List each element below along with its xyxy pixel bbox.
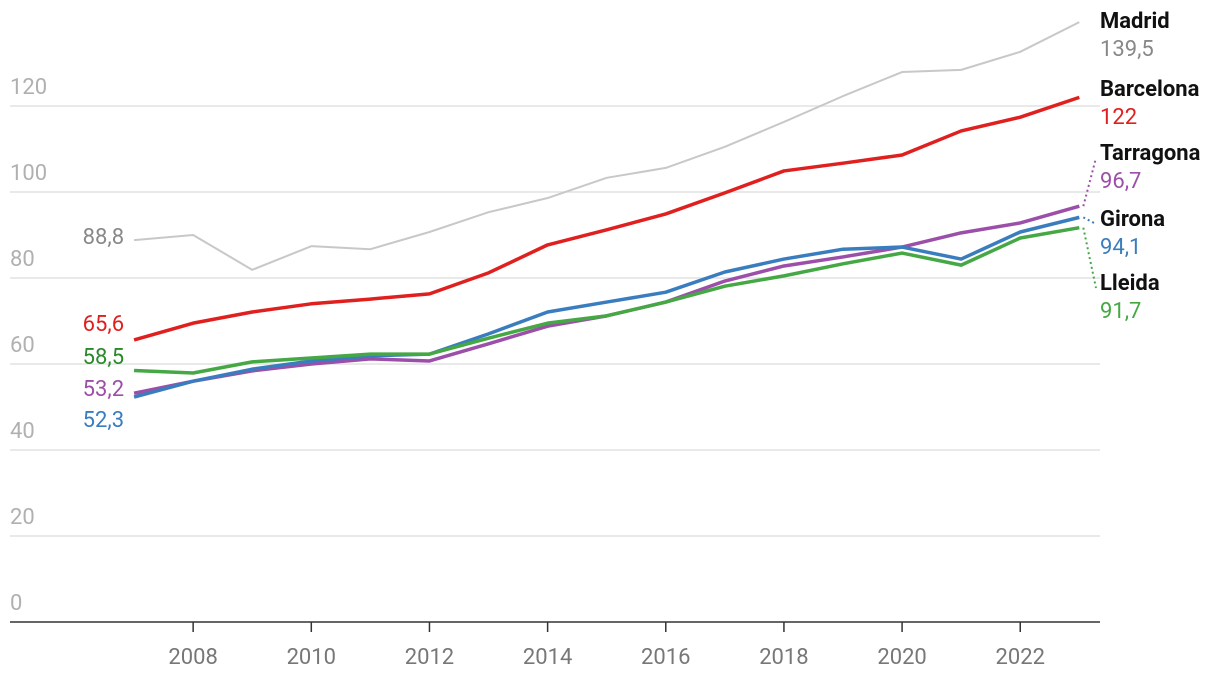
y-tick-label: 20 xyxy=(10,505,35,530)
series-line xyxy=(133,215,1080,399)
legend-label: Lleida xyxy=(1100,271,1160,296)
legend-label: Tarragona xyxy=(1100,141,1201,166)
y-tick-label: 120 xyxy=(10,75,47,100)
legend-label: Madrid xyxy=(1100,9,1170,34)
y-tick-label: 100 xyxy=(10,161,47,186)
label-connector xyxy=(1082,227,1097,289)
y-tick-label: 0 xyxy=(10,591,22,616)
y-tick-label: 40 xyxy=(10,419,35,444)
x-tick-label: 2012 xyxy=(405,645,454,670)
legend-label: Girona xyxy=(1100,207,1165,232)
start-value-label: 58,5 xyxy=(83,345,124,370)
series-line xyxy=(133,95,1080,342)
x-tick-label: 2020 xyxy=(877,645,926,670)
x-tick-label: 2010 xyxy=(287,645,336,670)
start-value-label: 88,8 xyxy=(83,225,124,250)
y-tick-label: 80 xyxy=(10,247,35,272)
series-line xyxy=(133,225,1080,375)
x-tick-label: 2008 xyxy=(168,645,217,670)
end-value-label: 96,7 xyxy=(1100,169,1141,194)
end-value-label: 94,1 xyxy=(1100,235,1141,260)
y-tick-label: 60 xyxy=(10,333,35,358)
legend-label: Barcelona xyxy=(1100,77,1200,102)
end-value-label: 139,5 xyxy=(1100,37,1154,62)
x-tick-label: 2016 xyxy=(641,645,690,670)
label-connector xyxy=(1082,157,1097,207)
series-line xyxy=(133,21,1080,271)
x-tick-label: 2014 xyxy=(523,645,572,670)
start-value-label: 53,2 xyxy=(83,377,124,402)
label-connector xyxy=(1082,216,1097,225)
x-tick-label: 2018 xyxy=(759,645,808,670)
x-tick-label: 2022 xyxy=(996,645,1045,670)
end-value-label: 91,7 xyxy=(1100,299,1141,324)
start-value-label: 52,3 xyxy=(83,408,124,433)
start-value-label: 65,6 xyxy=(83,312,124,337)
end-value-label: 122 xyxy=(1100,105,1137,130)
